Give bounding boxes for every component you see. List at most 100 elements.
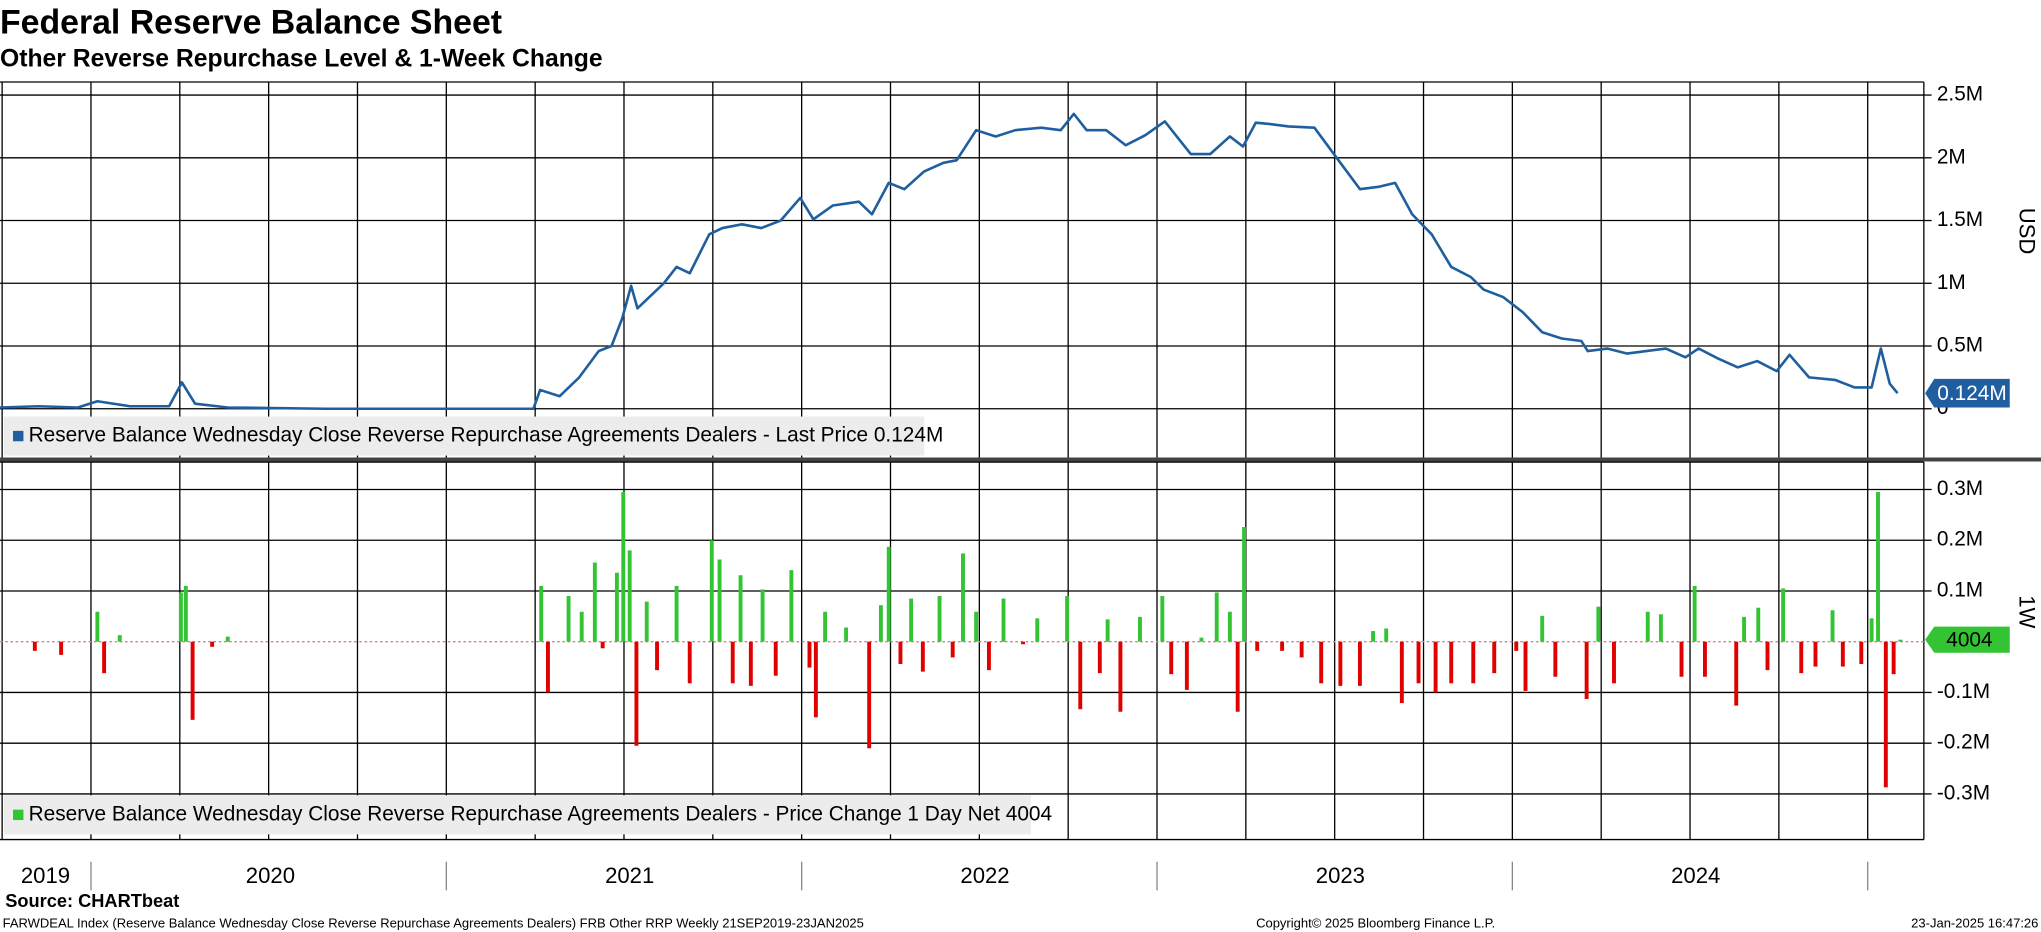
- bar: [1492, 641, 1497, 674]
- bar: [1214, 592, 1219, 642]
- bar: [961, 553, 965, 642]
- bar: [117, 635, 122, 642]
- bar: [730, 641, 735, 684]
- bar: [1280, 641, 1285, 651]
- last-value-label: 0.124M: [1937, 382, 2006, 405]
- chart-subtitle: Other Reverse Repurchase Level & 1-Week …: [0, 45, 603, 72]
- y-tick-label: 2.5M: [1937, 83, 1983, 106]
- bar: [950, 641, 955, 658]
- bar: [674, 585, 679, 642]
- bar: [539, 585, 544, 642]
- bar: [1799, 641, 1804, 674]
- y-tick-label: 0.3M: [1937, 477, 1983, 500]
- y-tick-label: 0: [1937, 396, 1949, 419]
- bar: [1299, 641, 1304, 658]
- bar: [1859, 641, 1864, 665]
- bar: [1255, 641, 1260, 651]
- bar: [634, 641, 639, 746]
- bar: [621, 492, 626, 642]
- bar: [1433, 641, 1438, 693]
- data-line: [0, 112, 1899, 411]
- bar: [748, 641, 753, 686]
- x-tick-label: 2019: [21, 863, 70, 888]
- description: FARWDEAL Index (Reserve Balance Wednesda…: [3, 916, 864, 931]
- x-tick-label: 2021: [605, 863, 654, 888]
- bar: [898, 641, 903, 665]
- bar: [1553, 641, 1558, 677]
- bar: [655, 641, 659, 671]
- bar: [920, 641, 925, 672]
- y-tick-label: 1M: [1937, 271, 1966, 294]
- legend-swatch: [13, 430, 24, 442]
- bar: [1097, 641, 1102, 674]
- bar: [717, 559, 722, 642]
- bar: [545, 641, 550, 693]
- bar: [1742, 616, 1746, 642]
- bar: [1883, 641, 1888, 788]
- copyright: Copyright© 2025 Bloomberg Finance L.P.: [1256, 916, 1495, 931]
- bar: [1869, 618, 1874, 642]
- bar: [1118, 641, 1123, 712]
- bar: [986, 641, 991, 671]
- bar: [1658, 614, 1663, 642]
- bar: [1065, 596, 1070, 642]
- bar: [1399, 641, 1404, 704]
- bar: [1781, 588, 1786, 642]
- bar: [1813, 641, 1818, 667]
- source: Source: CHARTbeat: [5, 891, 179, 911]
- y-tick-label: 0.2M: [1937, 528, 1983, 551]
- legend-box: [3, 795, 1031, 835]
- bar: [1227, 611, 1232, 642]
- bar: [738, 575, 743, 642]
- legend-label: Reserve Balance Wednesday Close Reverse …: [29, 424, 944, 447]
- bar: [1449, 641, 1454, 684]
- bar: [1338, 641, 1343, 686]
- bar: [1898, 639, 1903, 642]
- legend-swatch: [13, 809, 24, 821]
- bar: [190, 641, 195, 720]
- y-axis-label: 1W: [2015, 595, 2040, 628]
- bar: [773, 641, 778, 676]
- bar: [1703, 641, 1707, 677]
- bar: [566, 596, 571, 642]
- bar: [592, 562, 597, 642]
- bar: [1001, 598, 1006, 642]
- bar: [909, 598, 914, 642]
- bar: [1612, 641, 1616, 684]
- bar: [937, 596, 942, 642]
- bar: [1078, 641, 1083, 710]
- legend-label: Reserve Balance Wednesday Close Reverse …: [29, 802, 1052, 825]
- bar: [1416, 641, 1421, 684]
- bar: [1199, 637, 1204, 642]
- bar: [1734, 641, 1739, 706]
- last-value-tag: [1925, 378, 2010, 408]
- bar: [1357, 641, 1362, 686]
- bar: [178, 592, 183, 642]
- bar: [183, 585, 188, 642]
- y-axis-label: USD: [2015, 208, 2040, 255]
- bar: [878, 605, 883, 642]
- bar: [687, 641, 692, 684]
- y-tick-label: 1.5M: [1937, 208, 1983, 231]
- bar: [1160, 596, 1165, 642]
- bar: [614, 572, 619, 642]
- chart-title: Federal Reserve Balance Sheet: [0, 4, 502, 42]
- bar: [1371, 631, 1376, 642]
- bar: [1242, 527, 1247, 642]
- bar: [823, 611, 828, 642]
- bar: [95, 611, 100, 642]
- bar: [844, 627, 849, 642]
- bar: [974, 611, 979, 642]
- bar: [627, 550, 632, 642]
- bar: [600, 641, 605, 649]
- bar: [813, 641, 818, 718]
- timestamp: 23-Jan-2025 16:47:26: [1911, 916, 2038, 931]
- bar: [1540, 615, 1545, 642]
- bar: [579, 611, 584, 642]
- bar: [210, 641, 215, 647]
- bar: [1035, 618, 1040, 642]
- bar: [1514, 641, 1519, 651]
- bar: [644, 601, 649, 642]
- bar: [789, 570, 794, 642]
